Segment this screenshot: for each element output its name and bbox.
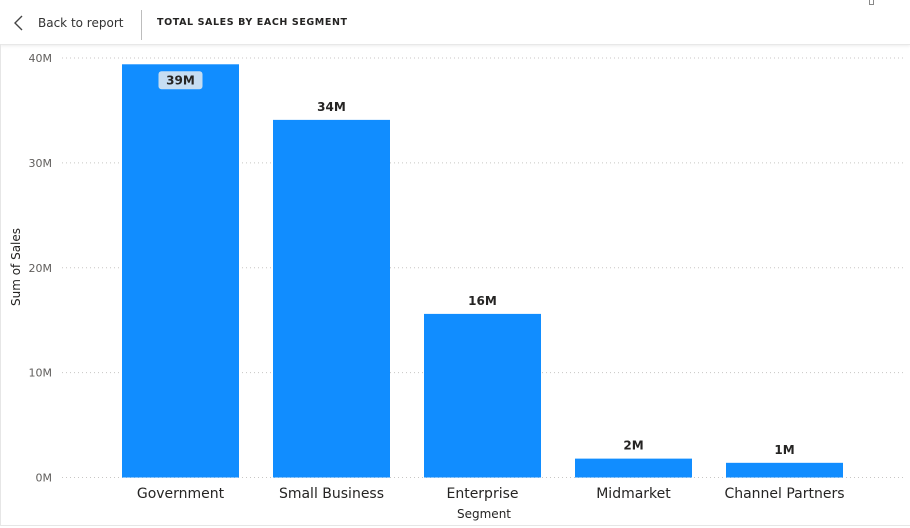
bar	[575, 458, 692, 478]
bar	[122, 64, 239, 478]
bar	[424, 313, 541, 478]
y-tick-label: 40M	[29, 52, 53, 65]
header-divider	[141, 10, 142, 40]
x-category-label: Enterprise	[446, 486, 518, 502]
frame-border-left	[0, 44, 1, 526]
frame-border-bottom	[0, 525, 910, 526]
back-to-report-button[interactable]: Back to report	[14, 10, 123, 36]
back-to-report-label: Back to report	[38, 16, 124, 30]
header-corner-mark	[869, 0, 874, 5]
x-category-label: Small Business	[279, 486, 384, 502]
y-tick-label: 10M	[29, 367, 53, 380]
data-label-highlight	[158, 71, 203, 90]
x-category-label: Government	[137, 486, 225, 502]
x-category-label: Channel Partners	[724, 486, 844, 502]
x-axis-title: Segment	[457, 507, 511, 521]
y-tick-label: 0M	[36, 472, 53, 485]
data-label: 16M	[468, 294, 497, 308]
data-label: 2M	[623, 439, 643, 453]
bar	[726, 462, 843, 478]
y-axis-title: Sum of Sales	[9, 228, 23, 306]
data-label: 34M	[317, 100, 346, 114]
x-category-label: Midmarket	[596, 486, 671, 502]
visual-header: Back to report TOTAL SALES BY EACH SEGME…	[0, 0, 910, 45]
visual-title: TOTAL SALES BY EACH SEGMENT	[157, 17, 348, 28]
chevron-left-icon	[14, 15, 23, 31]
data-label: 39M	[166, 73, 195, 87]
bar	[273, 119, 390, 478]
data-label: 1M	[774, 443, 794, 457]
y-tick-label: 30M	[29, 157, 53, 170]
y-tick-label: 20M	[29, 262, 53, 275]
